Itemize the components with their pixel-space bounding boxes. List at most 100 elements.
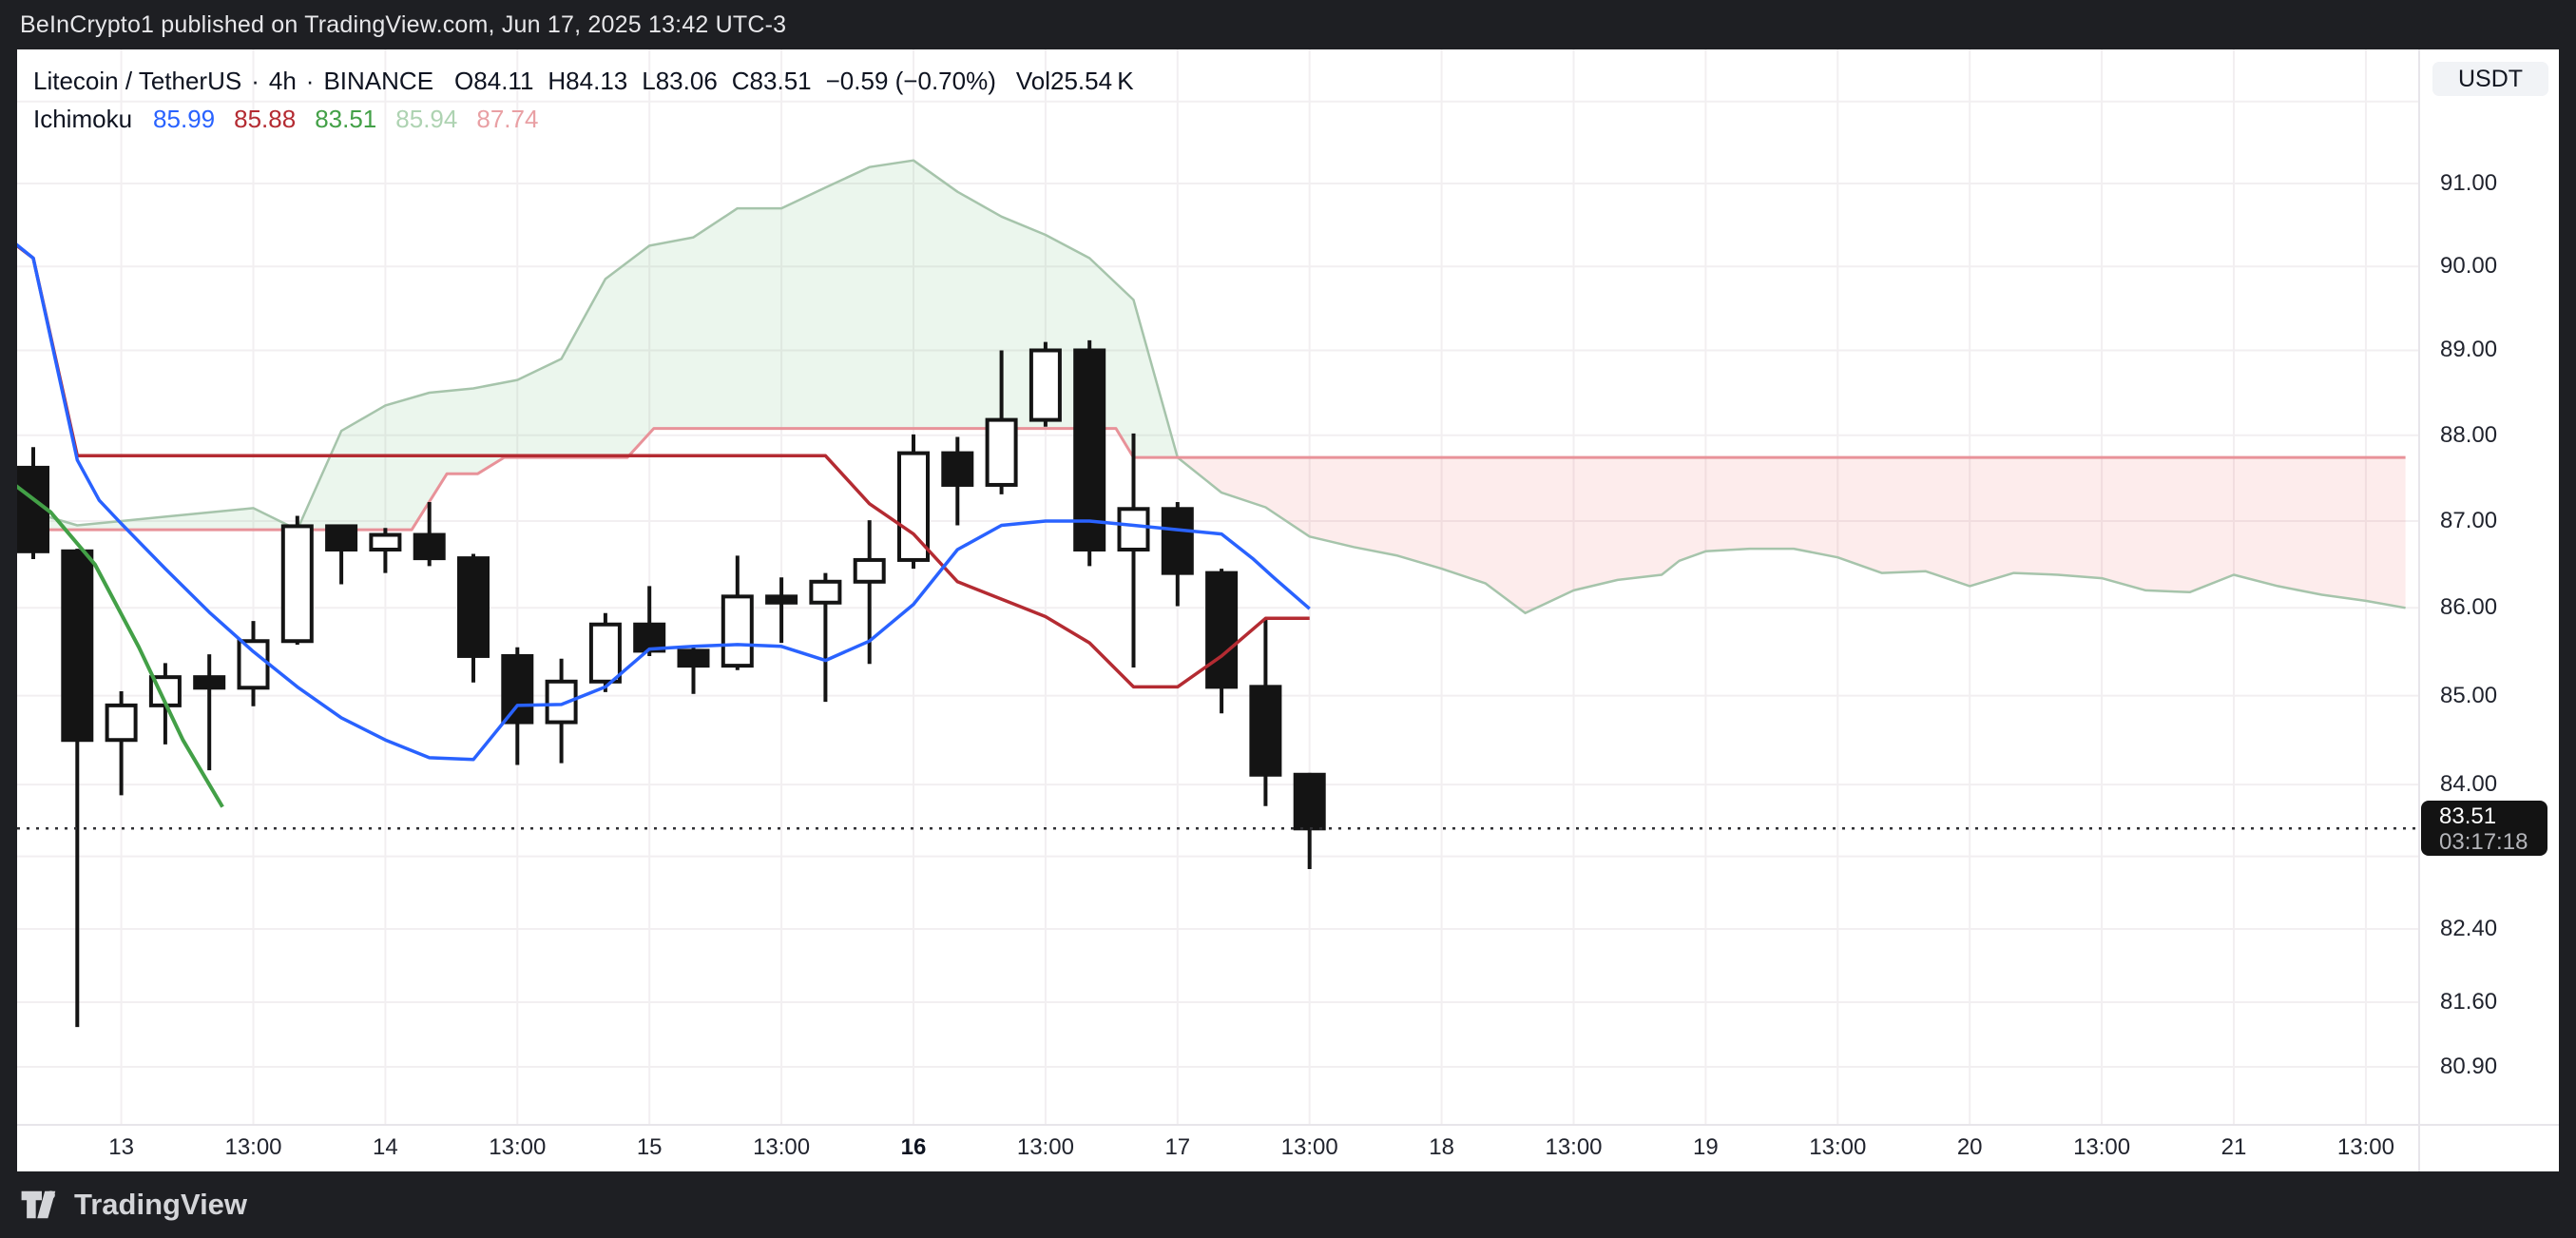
attribution-bar: BeInCrypto1 published on TradingView.com… — [0, 0, 2576, 49]
last-price-badge: 83.51 03:17:18 — [2421, 801, 2547, 857]
candle — [105, 690, 138, 796]
time-tick-label: 13:00 — [2073, 1134, 2131, 1160]
time-tick-label: 13:00 — [489, 1134, 547, 1160]
time-tick-label: 13 — [108, 1134, 134, 1160]
leading-span-a-line — [17, 159, 2406, 615]
candle-body — [325, 524, 358, 551]
candle — [1073, 339, 1106, 567]
candle — [985, 350, 1018, 494]
candle-body — [765, 594, 798, 605]
price-tick-label: 88.00 — [2440, 421, 2498, 448]
candle-body — [1028, 348, 1062, 422]
symbol-row[interactable]: Litecoin / TetherUS · 4h · BINANCE O84.1… — [33, 67, 1134, 96]
candle-body — [941, 451, 974, 487]
candle — [193, 654, 226, 771]
candle-body — [61, 549, 94, 743]
candle-body — [677, 648, 710, 668]
candle — [545, 658, 578, 764]
price-tick-label: 82.40 — [2440, 915, 2498, 941]
currency-toggle-button[interactable]: USDT — [2432, 62, 2548, 96]
interval-label[interactable]: 4h — [268, 67, 297, 95]
price-tick-label: 84.00 — [2440, 771, 2498, 798]
quote-o: O84.11 — [454, 67, 534, 95]
price-tick-label: 91.00 — [2440, 170, 2498, 196]
ichimoku-cloud-bullish — [17, 160, 1178, 531]
time-tick-label: 20 — [1956, 1134, 1983, 1160]
price-tick-label: 90.00 — [2440, 253, 2498, 280]
candle — [897, 434, 930, 570]
candle — [1205, 569, 1239, 714]
time-tick-label: 21 — [2220, 1134, 2247, 1160]
candle — [1249, 618, 1282, 806]
bar-countdown: 03:17:18 — [2439, 829, 2528, 856]
candle-body — [809, 579, 842, 605]
candle — [1161, 502, 1194, 607]
symbol-title[interactable]: Litecoin / TetherUS — [33, 67, 242, 95]
candle — [1117, 433, 1150, 667]
chart-legend: Litecoin / TetherUS · 4h · BINANCE O84.1… — [33, 67, 1134, 134]
candle-body — [17, 465, 49, 553]
candle — [237, 621, 270, 706]
ichimoku-cloud-bearish — [1177, 457, 2406, 613]
chart-canvas[interactable] — [17, 49, 2559, 1171]
candle-body — [588, 622, 622, 684]
candle-body — [1117, 507, 1150, 551]
volume-value: 25.54 K — [1050, 67, 1134, 95]
time-tick-label: 15 — [636, 1134, 663, 1160]
time-tick-label: 18 — [1429, 1134, 1454, 1160]
candle-body — [501, 653, 534, 725]
candle-body — [105, 703, 138, 743]
candle-body — [721, 594, 754, 668]
separator: · — [305, 67, 315, 95]
quote-c: C83.51 — [731, 67, 812, 95]
attribution-text: BeInCrypto1 published on TradingView.com… — [20, 10, 787, 38]
candle — [280, 515, 314, 645]
indicator-name[interactable]: Ichimoku — [33, 105, 133, 133]
candle — [61, 549, 94, 1028]
separator: · — [251, 67, 260, 95]
quote-h: H84.13 — [548, 67, 628, 95]
candle — [765, 577, 798, 644]
candle — [588, 612, 622, 692]
volume-label: Vol — [1015, 67, 1051, 95]
candle-body — [1073, 348, 1106, 551]
price-tick-label: 80.90 — [2440, 1054, 2498, 1080]
candle-body — [1161, 507, 1194, 575]
price-tick-label: 89.00 — [2440, 337, 2498, 363]
time-tick-label: 17 — [1164, 1134, 1191, 1160]
base-line — [17, 243, 1310, 689]
price-tick-label: 81.60 — [2440, 989, 2498, 1015]
indicator-value-conversion-line: 85.99 — [153, 105, 216, 133]
time-tick-label: 13:00 — [1545, 1134, 1603, 1160]
candle — [633, 586, 666, 656]
footer-bar: TradingView — [0, 1171, 2576, 1238]
indicator-value-base-line: 85.88 — [234, 105, 297, 133]
ohlc-values: O84.11 H84.13 L83.06 C83.51 — [454, 67, 826, 96]
candle — [677, 647, 710, 694]
candle — [941, 436, 974, 526]
leading-span-b-line — [17, 427, 2406, 532]
lagging-span-line — [17, 484, 224, 808]
candle — [457, 553, 490, 683]
candle — [325, 524, 358, 585]
time-tick-label: 13:00 — [753, 1134, 811, 1160]
exchange-label: BINANCE — [323, 67, 434, 95]
candle — [721, 555, 754, 670]
candle-body — [369, 532, 402, 551]
candle — [1293, 772, 1326, 869]
time-tick-label: 19 — [1693, 1134, 1719, 1160]
chart-panel[interactable]: Litecoin / TetherUS · 4h · BINANCE O84.1… — [17, 49, 2559, 1171]
indicator-value-leading-span-b: 87.74 — [476, 105, 539, 133]
plot-area[interactable] — [17, 49, 2419, 1125]
candle-body — [985, 417, 1018, 487]
tradingview-logo-icon[interactable] — [20, 1186, 64, 1224]
tradingview-wordmark[interactable]: TradingView — [74, 1188, 248, 1221]
time-tick-label: 13:00 — [1809, 1134, 1867, 1160]
time-tick-label: 13:00 — [1016, 1134, 1074, 1160]
indicator-row[interactable]: Ichimoku 85.99 85.88 83.51 85.94 87.74 — [33, 105, 1134, 134]
quote-l: L83.06 — [642, 67, 718, 95]
time-tick-label: 13:00 — [224, 1134, 282, 1160]
price-tick-label: 86.00 — [2440, 594, 2498, 621]
conversion-line — [17, 242, 1311, 762]
candle-body — [1293, 772, 1326, 831]
